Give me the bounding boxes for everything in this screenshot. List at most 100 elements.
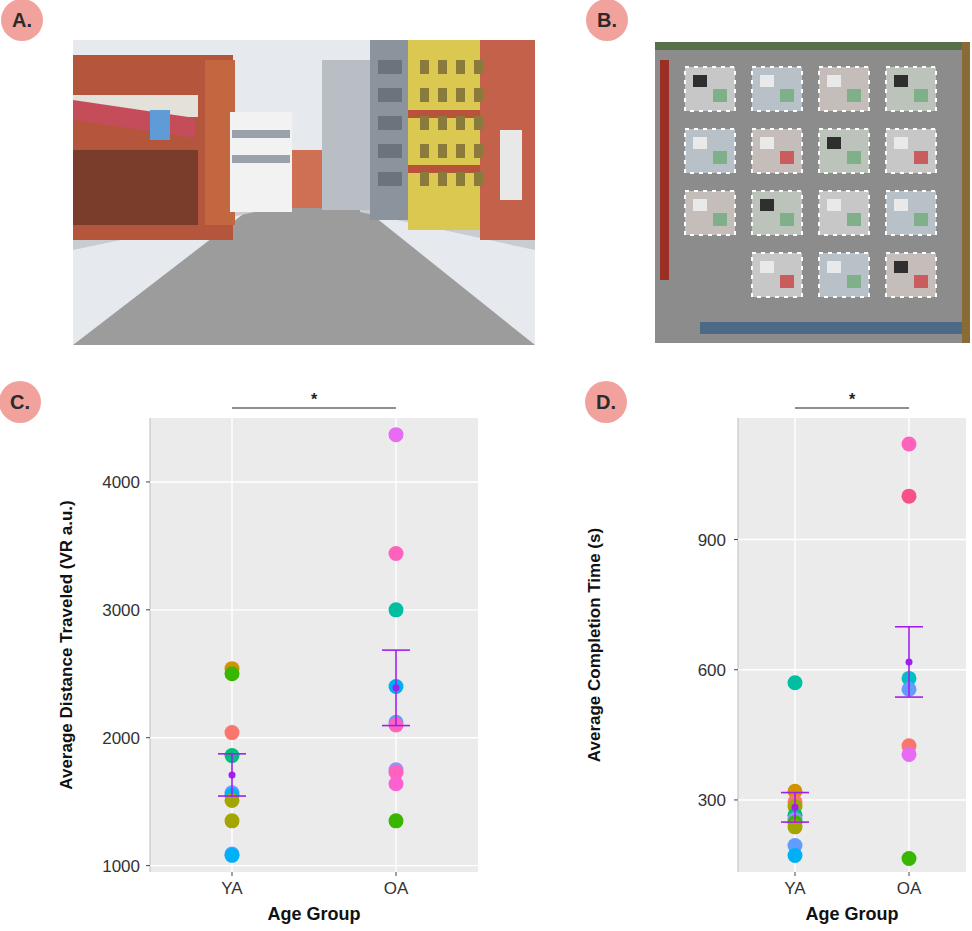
map-building [847,213,861,226]
error-bar-cap [895,626,923,628]
data-point [902,437,917,452]
scene-window [378,172,402,186]
y-axis-line [738,418,739,872]
tick-label: 900 [698,531,726,550]
data-point [902,489,917,504]
map-block [685,191,735,235]
scene-window [456,144,465,158]
scene-window [420,88,429,102]
tick-label: 600 [698,661,726,680]
data-point [788,675,803,690]
map-building [847,275,861,288]
scene-window [456,116,465,130]
map-block [752,253,802,297]
map-building [780,275,794,288]
scene-shape [322,60,370,210]
scene-window [474,60,483,74]
map-building [914,89,928,102]
scene-shape [292,150,322,208]
plot-marks [781,437,923,867]
vr-map-top-view [655,42,970,343]
error-bar-cap [895,696,923,698]
map-edge [655,42,970,50]
map-block [819,129,869,173]
map-block [752,67,802,111]
x-tick-mark [909,872,910,876]
grid-line [150,865,478,866]
grid-line [150,737,478,738]
scene-window [474,172,483,186]
map-block [685,129,735,173]
scene-window [420,144,429,158]
scene-window [420,60,429,74]
map-building [713,89,727,102]
map-block [685,67,735,111]
scene-window [438,60,447,74]
data-point [225,848,240,863]
plot-background [150,418,478,872]
map-building [693,137,707,149]
mean-point [393,684,400,691]
x-grid-line [395,418,396,872]
tick-mark [734,669,738,670]
map-building [827,137,841,149]
x-tick-label: OA [897,879,922,898]
map-building [693,199,707,211]
data-point [389,427,404,442]
panel-label: C. [10,391,30,413]
mean-point [792,804,799,811]
map-building [914,275,928,288]
map-block [819,67,869,111]
plot-marks [218,427,410,863]
tick-mark [734,539,738,540]
x-tick-label: YA [221,879,243,898]
scene-window [420,172,429,186]
scene-shape [370,40,410,220]
map-building [894,199,908,211]
tick-label: 4000 [102,473,140,492]
data-point [902,851,917,866]
map-block [886,191,936,235]
panel-label: D. [596,391,616,413]
x-tick-label: YA [784,879,806,898]
figure: A.B.C.1000200030004000YAOAAge GroupAvera… [0,0,972,931]
mean-point [906,658,913,665]
scene-window [378,144,402,158]
scene-shape [232,130,290,138]
panel-label: A. [12,9,32,31]
error-bar-cap [781,792,809,794]
map-ground [655,42,970,343]
scene-window [474,88,483,102]
tick-mark [146,609,150,610]
map-building [760,137,774,149]
data-point [389,602,404,617]
map-building [760,75,774,87]
error-bar [895,627,923,697]
scene-shape [73,150,198,225]
x-axis-title: Age Group [806,904,899,924]
map-building [827,199,841,211]
scene-shape [500,130,522,200]
data-point [225,813,240,828]
map-building [914,213,928,226]
data-point [389,546,404,561]
x-tick-mark [396,872,397,876]
scene-window [378,88,402,102]
plot-background [738,418,966,872]
map-building [780,89,794,102]
map-building [760,261,774,273]
map-block [819,253,869,297]
data-point [225,725,240,740]
map-block [886,67,936,111]
grid-line [150,609,478,610]
error-bar-cap [781,821,809,823]
map-block [819,191,869,235]
map-building [827,75,841,87]
scene-window [456,88,465,102]
map-edge [660,60,669,280]
error-bar [218,754,246,796]
data-point [389,776,404,791]
scene-shape [408,40,483,230]
vr-street-scene [73,40,535,345]
data-point [389,813,404,828]
